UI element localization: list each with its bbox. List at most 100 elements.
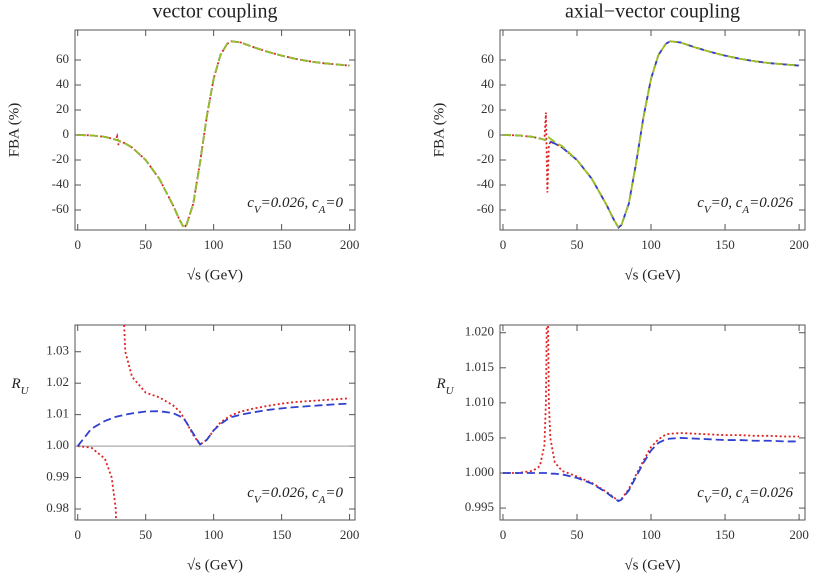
y-tick-label: 1.015: [465, 359, 494, 374]
y-tick-label: 0.99: [46, 469, 69, 484]
plot-area: [77, 40, 350, 229]
x-tick-label: 100: [641, 527, 661, 542]
text-part: R: [435, 376, 445, 392]
x-tick-label: 150: [715, 527, 735, 542]
y-tick-label: 60: [481, 51, 494, 66]
x-tick-label: 150: [272, 237, 292, 252]
plot-area: [502, 325, 800, 503]
plot-area: [77, 325, 350, 520]
y-tick-label: -40: [52, 176, 69, 191]
subscript: V: [704, 494, 712, 506]
series-line: [502, 40, 800, 229]
x-tick-label: 100: [204, 527, 224, 542]
plot-area: [502, 40, 800, 229]
x-tick-label: 100: [204, 237, 224, 252]
y-tick-label: 1.020: [465, 324, 494, 339]
x-tick-label: 0: [74, 237, 81, 252]
x-tick-label: 200: [340, 527, 360, 542]
x-tick-label: 150: [272, 527, 292, 542]
y-axis-label: RU: [10, 376, 29, 396]
text-part: =0: [325, 195, 343, 211]
text-part: =0, c: [711, 195, 743, 211]
annotation: cV=0, cA=0.026: [697, 195, 793, 215]
x-tick-label: 50: [570, 237, 583, 252]
subscript: A: [318, 494, 326, 506]
subscript: V: [704, 204, 712, 216]
y-tick-label: 20: [56, 101, 69, 116]
y-tick-label: -40: [477, 176, 494, 191]
x-tick-label: 200: [789, 527, 809, 542]
y-tick-label: 0.995: [465, 499, 494, 514]
text-part: c: [697, 195, 704, 211]
x-tick-label: 0: [500, 527, 507, 542]
series-line: [77, 40, 350, 229]
text-part: =0: [325, 485, 343, 501]
text-part: R: [10, 376, 20, 392]
y-tick-label: 1.005: [465, 429, 494, 444]
text-part: =0.026, c: [261, 485, 319, 501]
subscript: A: [318, 204, 326, 216]
subscript: U: [446, 385, 455, 397]
chart-title: vector coupling: [153, 1, 278, 23]
text-part: c: [247, 485, 254, 501]
y-tick-label: 60: [56, 51, 69, 66]
y-tick-label: -60: [52, 201, 69, 216]
x-axis-label: √s (GeV): [187, 557, 243, 573]
y-tick-label: 0.98: [46, 500, 69, 515]
text-part: c: [247, 195, 254, 211]
y-tick-label: 1.01: [46, 406, 69, 421]
y-tick-label: 1.02: [46, 374, 69, 389]
y-axis-label: FBA (%): [431, 103, 447, 158]
x-tick-label: 50: [570, 527, 583, 542]
subscript: A: [741, 494, 749, 506]
chart-title: axial−vector coupling: [565, 1, 740, 23]
y-tick-label: 1.03: [46, 343, 69, 358]
x-tick-label: 100: [641, 237, 661, 252]
frame: [499, 29, 806, 231]
frame: [74, 324, 356, 521]
x-tick-label: 50: [139, 237, 152, 252]
frame: [74, 29, 356, 231]
series-line: [77, 402, 350, 447]
x-tick-label: 50: [139, 527, 152, 542]
series-line: [77, 325, 350, 520]
x-axis-label: √s (GeV): [624, 267, 680, 283]
x-tick-label: 200: [789, 237, 809, 252]
x-tick-label: 0: [74, 527, 81, 542]
series-line: [502, 40, 800, 229]
text-part: =0, c: [711, 485, 743, 501]
y-axis-label: RU: [435, 376, 454, 396]
y-tick-label: -20: [52, 151, 69, 166]
text-part: =0.026: [749, 195, 793, 211]
y-tick-label: 40: [481, 76, 494, 91]
y-tick-label: -20: [477, 151, 494, 166]
subscript: U: [21, 385, 30, 397]
x-axis-label: √s (GeV): [187, 267, 243, 283]
x-tick-label: 0: [500, 237, 507, 252]
subscript: V: [254, 204, 262, 216]
subscript: A: [741, 204, 749, 216]
x-tick-label: 200: [340, 237, 360, 252]
frame: [499, 324, 806, 521]
y-tick-label: -60: [477, 201, 494, 216]
subscript: V: [254, 494, 262, 506]
series-line: [77, 40, 350, 229]
y-tick-label: 40: [56, 76, 69, 91]
y-tick-label: 1.010: [465, 394, 494, 409]
y-tick-label: 0: [488, 126, 495, 141]
y-tick-label: 1.000: [465, 464, 494, 479]
annotation: cV=0, cA=0.026: [697, 485, 793, 505]
y-tick-label: 1.00: [46, 437, 69, 452]
series-line: [502, 325, 800, 503]
y-axis-label: FBA (%): [6, 103, 22, 158]
x-tick-label: 150: [715, 237, 735, 252]
text-part: =0.026: [749, 485, 793, 501]
text-part: =0.026, c: [261, 195, 319, 211]
y-tick-label: 20: [481, 101, 494, 116]
annotation: cV=0.026, cA=0: [247, 195, 343, 215]
y-tick-label: 0: [63, 126, 70, 141]
series-line: [502, 437, 800, 503]
annotation: cV=0.026, cA=0: [247, 485, 343, 505]
x-axis-label: √s (GeV): [624, 557, 680, 573]
